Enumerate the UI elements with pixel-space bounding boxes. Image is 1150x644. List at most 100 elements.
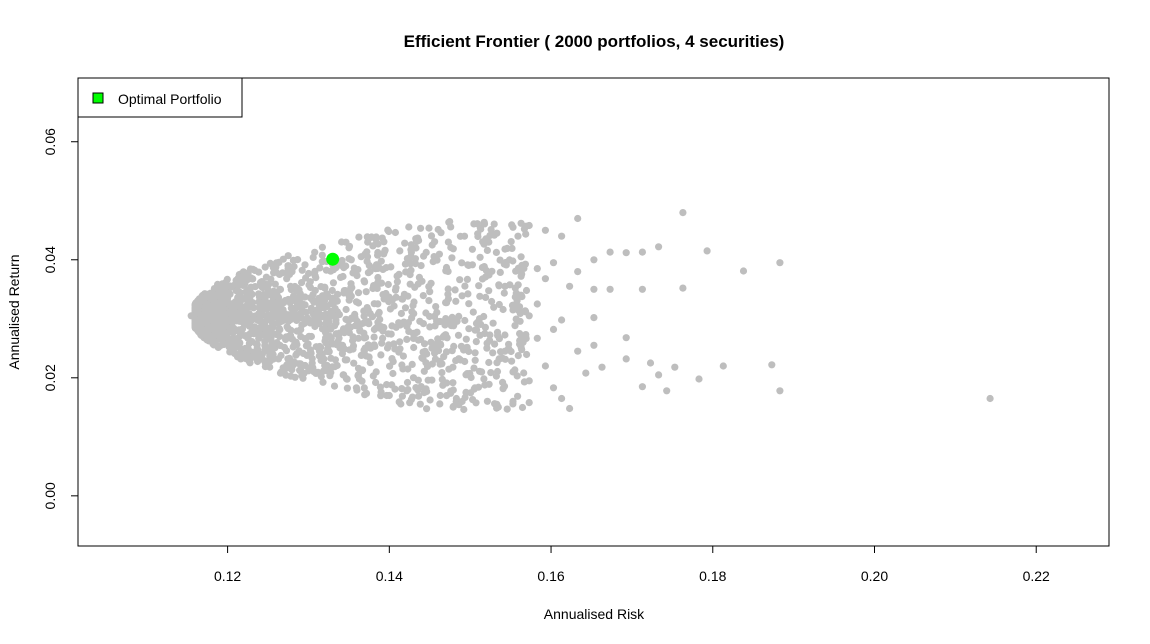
portfolio-point — [509, 397, 517, 405]
portfolio-point — [362, 288, 370, 296]
portfolio-point — [496, 268, 504, 276]
portfolio-point — [739, 267, 748, 275]
portfolio-point — [343, 384, 351, 392]
portfolio-point — [501, 355, 509, 363]
portfolio-point — [236, 352, 244, 361]
portfolio-point — [320, 303, 328, 311]
portfolio-point — [438, 369, 446, 377]
portfolio-point — [374, 273, 382, 282]
portfolio-point — [210, 331, 218, 339]
portfolio-point — [410, 343, 418, 352]
portfolio-point — [256, 314, 264, 322]
portfolio-point — [549, 384, 558, 392]
portfolio-point — [411, 283, 419, 291]
portfolio-point — [517, 219, 525, 227]
portfolio-point — [414, 386, 422, 394]
portfolio-point — [366, 310, 374, 318]
portfolio-point — [303, 351, 311, 359]
y-axis: 0.00 0.02 0.04 0.06 — [42, 128, 78, 509]
portfolio-point — [377, 279, 386, 287]
portfolio-point — [349, 269, 357, 277]
portfolio-point — [483, 246, 491, 254]
portfolio-point — [347, 284, 355, 292]
portfolio-point — [417, 262, 425, 270]
portfolio-point — [476, 315, 484, 323]
portfolio-point — [345, 244, 353, 252]
portfolio-point — [401, 260, 409, 268]
portfolio-point — [590, 314, 598, 322]
portfolio-point — [514, 232, 522, 240]
portfolio-point — [511, 322, 519, 330]
portfolio-point — [259, 355, 267, 364]
portfolio-point — [236, 302, 244, 310]
portfolio-point — [336, 261, 344, 269]
portfolio-point — [517, 332, 525, 340]
portfolio-point — [776, 259, 784, 267]
portfolio-point — [360, 312, 368, 320]
portfolio-point — [695, 375, 703, 383]
portfolio-point — [655, 371, 663, 379]
portfolio-point — [273, 319, 282, 327]
portfolio-point — [455, 312, 463, 320]
portfolio-point — [473, 326, 481, 334]
portfolio-point — [305, 281, 313, 289]
portfolio-point — [388, 381, 396, 389]
portfolio-point — [319, 292, 327, 300]
portfolio-point — [331, 363, 339, 371]
portfolio-point — [422, 359, 430, 367]
portfolio-point — [398, 385, 406, 393]
portfolio-point — [384, 226, 392, 234]
portfolio-point — [377, 351, 385, 359]
portfolio-point — [408, 360, 416, 368]
portfolio-point — [225, 300, 233, 308]
portfolio-point — [655, 243, 663, 251]
portfolio-point — [422, 309, 430, 317]
portfolio-point — [485, 238, 493, 246]
portfolio-point — [492, 248, 500, 256]
portfolio-point — [243, 293, 251, 301]
portfolio-point — [302, 274, 310, 282]
portfolio-point — [374, 300, 382, 308]
portfolio-point — [360, 319, 368, 327]
portfolio-point — [419, 348, 427, 356]
portfolio-point — [261, 263, 269, 271]
portfolio-point — [287, 286, 295, 294]
portfolio-point — [460, 405, 468, 414]
portfolio-point — [284, 355, 292, 363]
portfolio-point — [410, 298, 418, 306]
portfolio-point — [416, 317, 424, 325]
portfolio-point — [351, 310, 359, 318]
portfolio-point — [514, 352, 522, 360]
x-tick-label: 0.20 — [861, 568, 888, 584]
portfolio-point — [470, 385, 478, 393]
portfolio-point — [362, 333, 370, 342]
portfolio-point — [345, 329, 353, 337]
portfolio-point — [493, 367, 502, 376]
portfolio-point — [501, 331, 509, 339]
portfolio-point — [380, 238, 388, 246]
portfolio-point — [384, 330, 392, 338]
portfolio-point — [236, 339, 244, 347]
portfolio-point — [440, 332, 448, 340]
portfolio-point — [482, 293, 490, 301]
portfolio-point — [396, 338, 404, 346]
portfolio-point — [264, 316, 272, 324]
portfolio-point — [452, 297, 460, 305]
portfolio-point — [314, 317, 322, 325]
portfolio-point — [405, 223, 413, 231]
y-tick-label: 0.04 — [42, 246, 58, 273]
portfolio-point — [255, 334, 263, 342]
portfolio-point — [480, 218, 488, 226]
portfolio-point — [512, 267, 520, 275]
portfolio-point — [375, 308, 383, 316]
portfolio-point — [406, 399, 414, 407]
portfolio-point — [509, 368, 517, 376]
portfolio-point — [541, 275, 550, 283]
portfolio-point — [361, 278, 369, 286]
portfolio-point — [622, 249, 630, 257]
portfolio-point — [198, 294, 206, 302]
portfolio-point — [328, 286, 336, 295]
portfolio-point — [329, 279, 337, 287]
portfolio-point — [488, 297, 496, 306]
portfolio-point — [574, 347, 582, 355]
